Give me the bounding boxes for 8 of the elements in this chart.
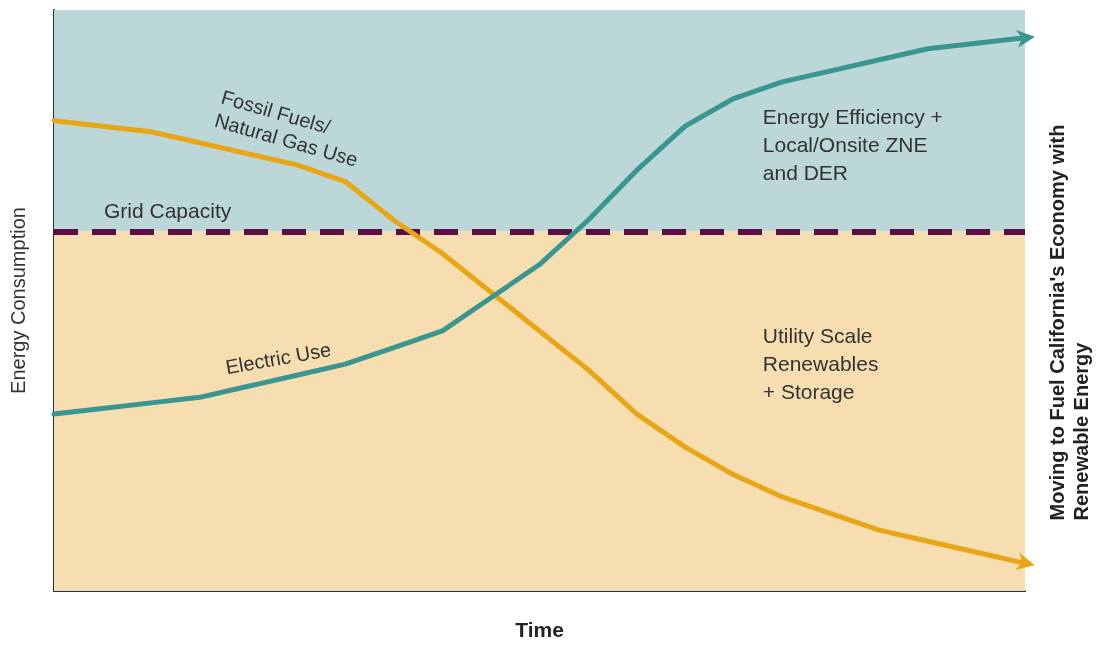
y-axis-title: Energy Consumption [7, 207, 29, 394]
text: Electric Use [223, 338, 333, 379]
text: Moving to Fuel California's Economy with Renewable Energy [1046, 124, 1092, 521]
x-axis-title: Time [515, 618, 564, 641]
band-label: Energy Efficiency + Local/Onsite ZNE and DER [762, 105, 943, 185]
band-label: Utility Scale Renewables + Storage [762, 323, 879, 403]
text: Fossil Fuels/ Natural Gas Use [212, 85, 361, 171]
ref-line-label: Grid Capacity [104, 199, 232, 223]
